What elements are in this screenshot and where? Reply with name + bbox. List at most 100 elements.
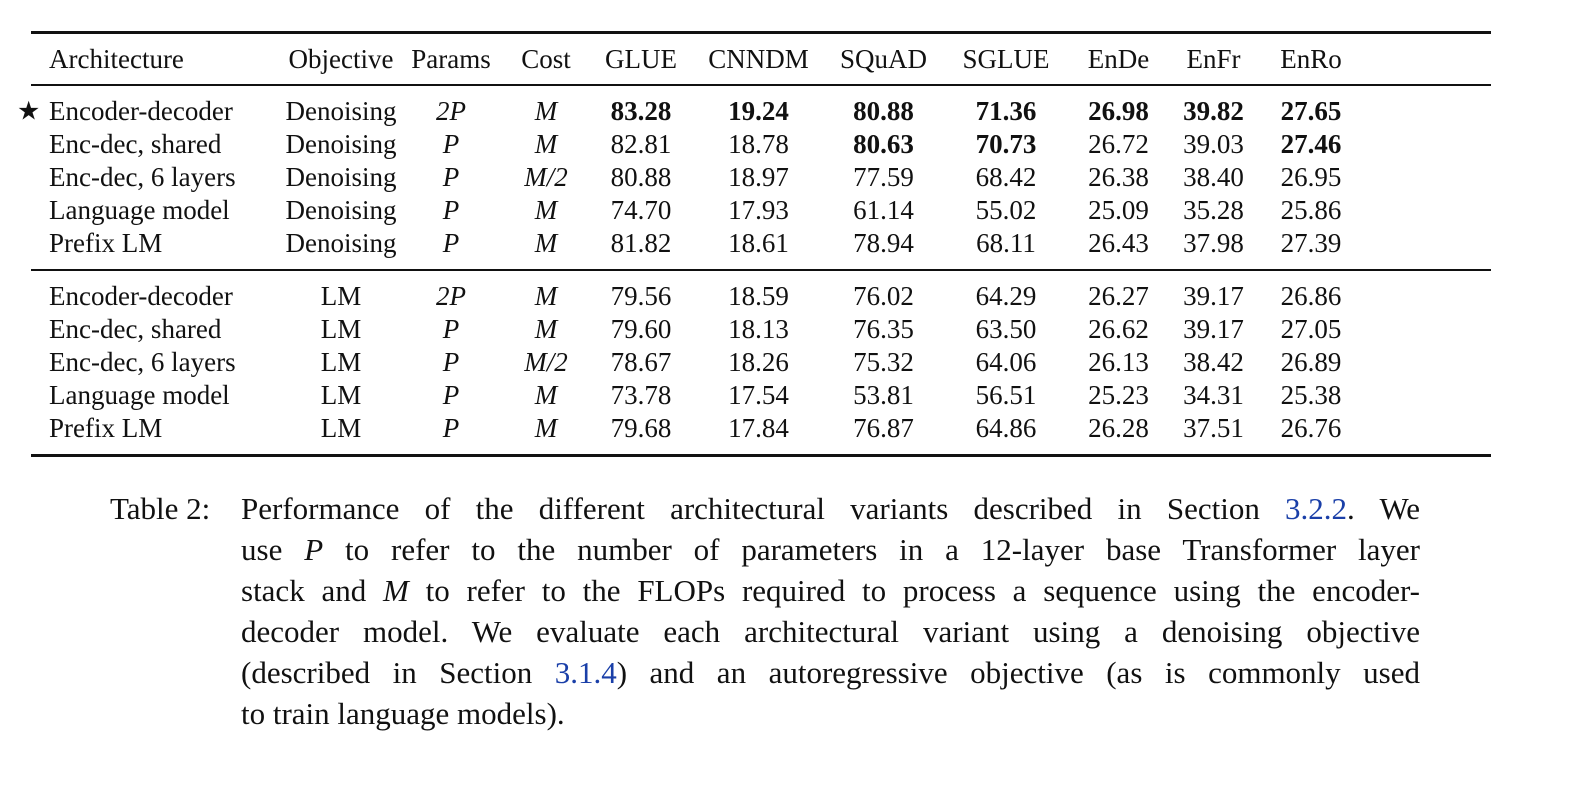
top-rule [31,31,1491,34]
cell-text: P [442,380,460,410]
cell-squad: 76.87 [826,413,941,444]
caption-text: to train language models). [241,696,565,731]
cell-text: P [442,162,460,192]
cell-ende: 26.38 [1071,162,1166,193]
cell-enro: 27.46 [1261,129,1361,160]
cell-architecture: Prefix LM [31,413,281,444]
cell-enfr: 34.31 [1166,380,1261,411]
cell-objective: Denoising [281,162,401,193]
cell-glue: 74.70 [591,195,691,226]
cell-text: 18.78 [728,129,789,159]
cell-architecture: Enc-dec, shared [31,129,281,160]
group-separator-rule [31,269,1491,271]
cell-text: 79.56 [610,281,672,311]
cell-architecture: Enc-dec, 6 layers [31,347,281,378]
math-symbol: M [383,573,409,608]
cell-text: 56.51 [975,380,1037,410]
cell-cost: M [501,380,591,411]
cell-text: 53.81 [853,380,914,410]
cell-text: 27.46 [1280,129,1342,159]
cell-text: 17.84 [728,413,789,443]
cell-ende: 26.27 [1071,281,1166,312]
denoising-group: ★ Encoder-decoder Denoising 2P M 83.28 19.24 80… [17,95,1491,260]
cell-objective: Denoising [281,129,401,160]
cell-architecture: Encoder-decoder [31,281,281,312]
cell-text: 79.60 [610,314,672,344]
cell-text: M [534,195,558,225]
cell-params: P [401,129,501,160]
caption-text: ) and an autoregressive objective (as is… [616,655,1420,690]
cell-enro: 25.86 [1261,195,1361,226]
column-header-enfr: EnFr [1186,43,1241,74]
cell-text: LM [320,347,362,377]
cell-text: 78.67 [610,347,672,377]
cell-text: 38.42 [1183,347,1244,377]
cell-text: Enc-dec, 6 layers [49,162,236,192]
cell-text: 73.78 [610,380,672,410]
column-header-cost: Cost [521,43,571,74]
cell-text: P [442,195,460,225]
cell-enro: 25.38 [1261,380,1361,411]
caption-line: decoder model. We evaluate each architec… [241,611,1420,652]
cell-objective: LM [281,281,401,312]
cell-glue: 79.56 [591,281,691,312]
table-header-row: Architecture Objective Params Cost GLUE CNNDM… [31,34,1491,84]
section-link[interactable]: 3.1.4 [554,655,617,690]
cell-objective: Denoising [281,228,401,259]
cell-enfr: 39.17 [1166,314,1261,345]
section-link[interactable]: 3.2.2 [1285,491,1348,526]
table-row: Prefix LM Denoising P M 81.82 18.61 78.94 68.11… [31,227,1491,260]
cell-sglue: 56.51 [941,380,1071,411]
cell-text: 25.38 [1280,380,1342,410]
lm-group: Encoder-decoder LM 2P M 79.56 18.59 76.02 64.29… [31,280,1491,445]
cell-squad: 80.63 [826,129,941,160]
cell-squad: 76.02 [826,281,941,312]
cell-text: 37.51 [1183,413,1244,443]
results-table: Architecture Objective Params Cost GLUE CNNDM… [17,31,1491,457]
cell-glue: 83.28 [591,96,691,127]
cell-params: P [401,413,501,444]
cell-text: 79.68 [610,413,672,443]
column-header-enro: EnRo [1280,43,1342,74]
bottom-rule [31,454,1491,457]
cell-objective: Denoising [281,96,401,127]
cell-text: 39.03 [1183,129,1244,159]
cell-cost: M [501,413,591,444]
cell-squad: 77.59 [826,162,941,193]
cell-text: 70.73 [975,129,1037,159]
cell-text: 26.72 [1088,129,1149,159]
cell-text: Denoising [285,96,397,126]
cell-text: 81.82 [610,228,672,258]
cell-text: Language model [49,380,230,410]
cell-enfr: 37.51 [1166,413,1261,444]
cell-sglue: 63.50 [941,314,1071,345]
cell-cnndm: 18.61 [691,228,826,259]
cell-text: 2P [436,281,466,311]
cell-text: P [442,314,460,344]
cell-ende: 25.23 [1071,380,1166,411]
cell-squad: 78.94 [826,228,941,259]
cell-params: P [401,195,501,226]
cell-enro: 26.95 [1261,162,1361,193]
cell-text: 25.86 [1280,195,1342,225]
cell-ende: 26.28 [1071,413,1166,444]
cell-text: 39.17 [1183,314,1244,344]
cell-text: 25.23 [1088,380,1149,410]
column-header-objective: Objective [288,43,394,74]
cell-glue: 79.60 [591,314,691,345]
cell-text: 68.42 [975,162,1037,192]
caption-label: Table 2: [110,491,211,526]
cell-enro: 26.86 [1261,281,1361,312]
cell-squad: 53.81 [826,380,941,411]
cell-glue: 81.82 [591,228,691,259]
cell-text: Encoder-decoder [49,96,233,126]
cell-sglue: 71.36 [941,96,1071,127]
cell-text: 26.86 [1280,281,1342,311]
cell-cost: M/2 [501,162,591,193]
cell-cost: M [501,314,591,345]
table-row: Encoder-decoder LM 2P M 79.56 18.59 76.02 64.29… [31,280,1491,313]
cell-text: M [534,380,558,410]
cell-params: 2P [401,281,501,312]
cell-cost: M/2 [501,347,591,378]
cell-text: 26.28 [1088,413,1149,443]
